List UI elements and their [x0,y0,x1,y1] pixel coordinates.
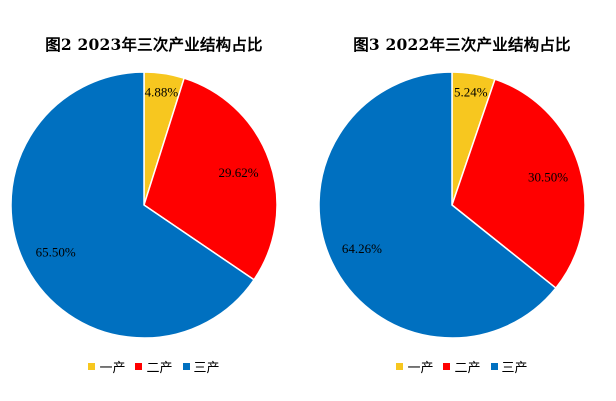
legend-label: 二产 [146,361,173,376]
pie-slice-tertiary [318,71,557,339]
legend-item-secondary: 二产 [135,357,173,376]
legend-swatch-primary [88,363,96,370]
chart-legend: 一产 二产 三产 [0,357,308,376]
legend-swatch-secondary [443,363,451,370]
chart-title: 图3 2022年三次产业结构占比 [353,35,571,54]
legend-label: 三产 [193,361,220,376]
pie-plot-area: 5.24% 30.50% 64.26% [318,71,586,339]
legend-label: 三产 [501,361,528,376]
legend-swatch-tertiary [490,363,498,370]
pie-chart-2023: 图2 2023年三次产业结构占比 4.88% 29.62% 65.50% 一产 二产… [0,35,308,376]
pie-data-label: 29.62% [218,165,258,180]
legend-swatch-secondary [135,363,143,370]
pie-chart-2022: 图3 2022年三次产业结构占比 5.24% 30.50% 64.26% 一产 二产… [308,0,616,401]
pie-data-label: 30.50% [528,170,568,185]
chart-title: 图2 2023年三次产业结构占比 [45,35,263,54]
pie-data-label: 64.26% [342,241,382,256]
chart-legend: 一产 二产 三产 [308,357,616,376]
pie-slice-tertiary [10,71,255,339]
pie-data-label: 65.50% [36,244,76,259]
legend-item-secondary: 二产 [443,357,481,376]
pie-slice-secondary [143,77,278,281]
legend-label: 一产 [407,361,434,376]
pie-data-label: 5.24% [454,85,488,100]
legend-label: 二产 [454,361,481,376]
legend-item-primary: 一产 [396,357,433,376]
legend-item-tertiary: 三产 [490,357,528,376]
legend-swatch-tertiary [182,363,190,370]
legend-item-primary: 一产 [88,357,125,376]
legend-swatch-primary [396,363,404,370]
pie-plot-area: 4.88% 29.62% 65.50% [10,71,278,339]
pie-slice-secondary [451,78,586,289]
legend-label: 一产 [99,361,126,376]
legend-item-tertiary: 三产 [182,357,220,376]
pie-data-label: 4.88% [145,84,179,99]
